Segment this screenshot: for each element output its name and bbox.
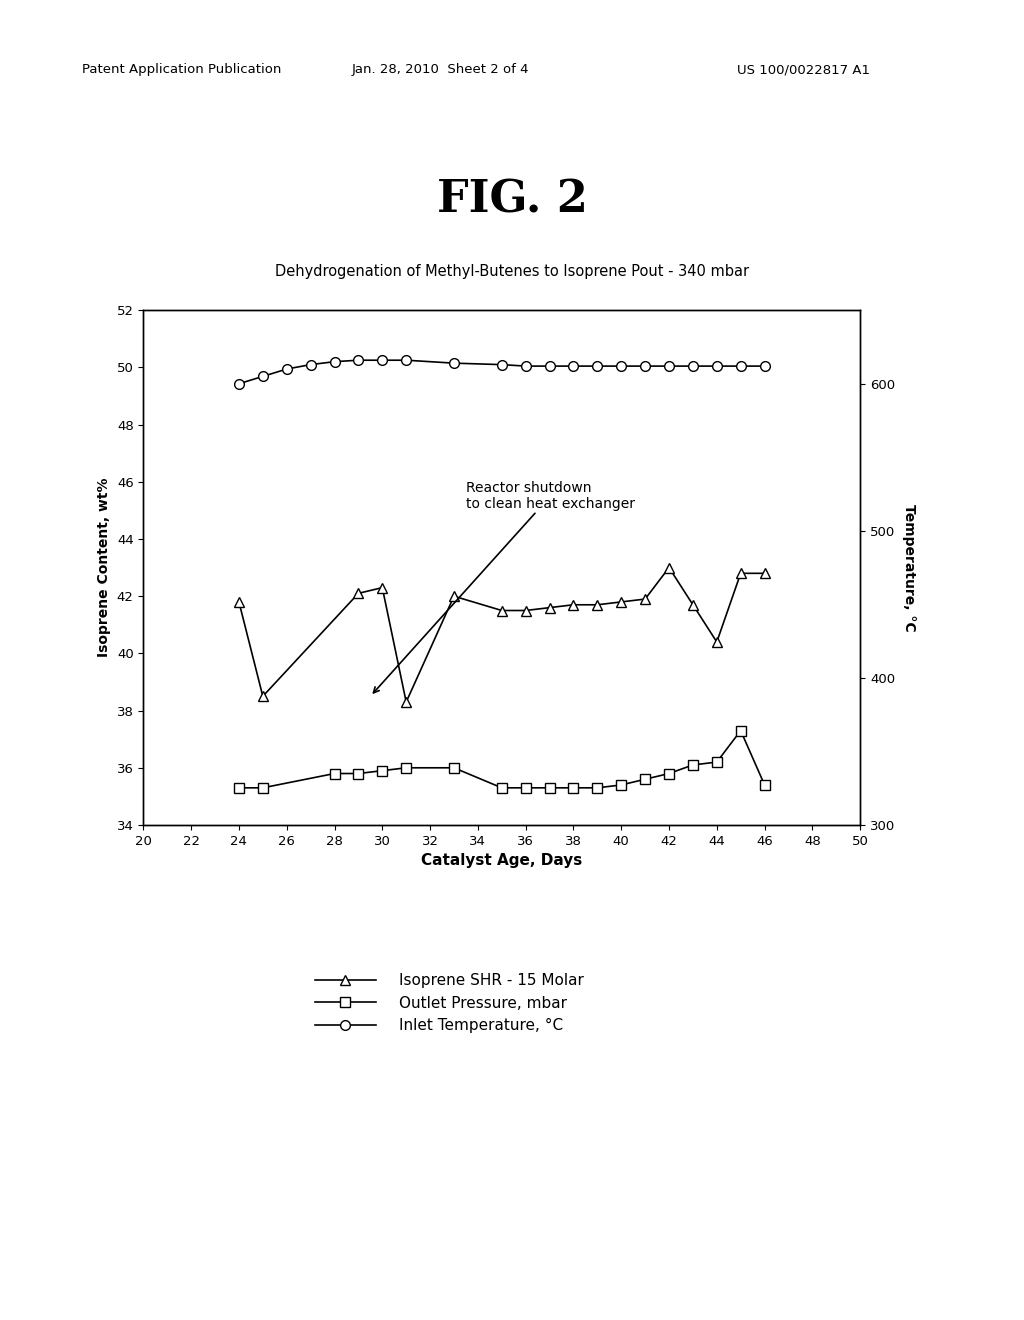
Text: US 100/0022817 A1: US 100/0022817 A1 bbox=[737, 63, 870, 77]
Text: Jan. 28, 2010  Sheet 2 of 4: Jan. 28, 2010 Sheet 2 of 4 bbox=[351, 63, 529, 77]
Text: Reactor shutdown
to clean heat exchanger: Reactor shutdown to clean heat exchanger bbox=[374, 480, 635, 693]
Legend: Isoprene SHR - 15 Molar, Outlet Pressure, mbar, Inlet Temperature, °C: Isoprene SHR - 15 Molar, Outlet Pressure… bbox=[314, 973, 584, 1034]
Text: Patent Application Publication: Patent Application Publication bbox=[82, 63, 282, 77]
Y-axis label: Temperature, °C: Temperature, °C bbox=[902, 504, 915, 631]
Text: FIG. 2: FIG. 2 bbox=[436, 178, 588, 222]
Y-axis label: Isoprene Content, wt%: Isoprene Content, wt% bbox=[97, 478, 111, 657]
X-axis label: Catalyst Age, Days: Catalyst Age, Days bbox=[421, 853, 583, 869]
Text: Dehydrogenation of Methyl-Butenes to Isoprene Pout - 340 mbar: Dehydrogenation of Methyl-Butenes to Iso… bbox=[274, 264, 750, 279]
